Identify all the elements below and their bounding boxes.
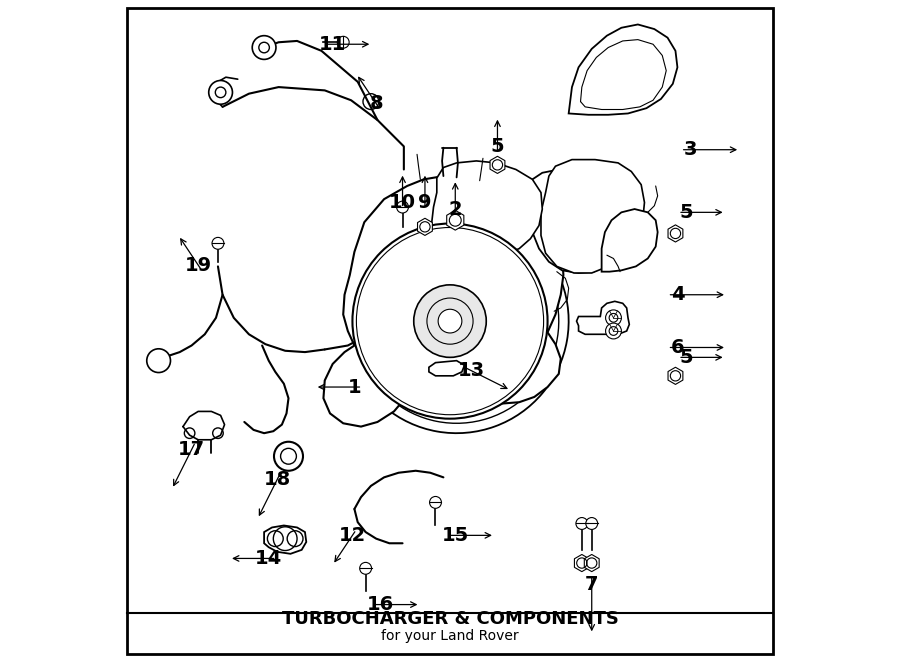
Polygon shape (584, 555, 599, 571)
Polygon shape (264, 526, 306, 554)
Circle shape (414, 285, 486, 357)
Text: 9: 9 (418, 193, 432, 212)
Text: 14: 14 (255, 549, 283, 568)
Text: 15: 15 (442, 526, 469, 545)
Text: 7: 7 (585, 575, 598, 594)
Text: TURBOCHARGER & COMPONENTS: TURBOCHARGER & COMPONENTS (282, 610, 618, 628)
Text: for your Land Rover: for your Land Rover (382, 629, 518, 643)
Polygon shape (668, 225, 683, 242)
Polygon shape (541, 160, 644, 273)
Text: 18: 18 (264, 470, 291, 489)
Circle shape (576, 518, 588, 530)
Circle shape (429, 496, 441, 508)
Circle shape (353, 224, 547, 418)
Circle shape (212, 238, 224, 250)
Text: 3: 3 (684, 140, 698, 160)
Circle shape (274, 442, 303, 471)
Text: 13: 13 (457, 361, 485, 380)
Polygon shape (601, 209, 658, 271)
Polygon shape (418, 218, 432, 236)
Text: 6: 6 (670, 338, 684, 357)
Polygon shape (490, 156, 505, 173)
Text: 1: 1 (347, 377, 361, 397)
Polygon shape (429, 361, 464, 376)
Text: 5: 5 (491, 137, 504, 156)
Polygon shape (431, 161, 543, 258)
Text: 12: 12 (338, 526, 366, 545)
Polygon shape (574, 555, 590, 571)
Circle shape (606, 323, 621, 339)
Text: 5: 5 (680, 348, 693, 367)
Text: 5: 5 (680, 203, 693, 222)
Circle shape (147, 349, 170, 373)
Polygon shape (577, 301, 629, 334)
Text: 8: 8 (369, 94, 383, 113)
Text: 2: 2 (448, 199, 462, 218)
Polygon shape (569, 24, 678, 115)
Polygon shape (668, 367, 683, 385)
Polygon shape (323, 176, 563, 426)
Circle shape (252, 36, 276, 60)
Circle shape (438, 309, 462, 333)
Circle shape (606, 310, 621, 326)
Text: 19: 19 (184, 256, 212, 275)
Circle shape (209, 81, 232, 104)
Circle shape (586, 518, 598, 530)
Circle shape (397, 201, 409, 213)
Circle shape (360, 563, 372, 574)
Text: 16: 16 (367, 595, 394, 614)
Text: 17: 17 (178, 440, 205, 459)
Polygon shape (529, 167, 640, 273)
Circle shape (338, 36, 349, 48)
Text: 10: 10 (389, 193, 416, 212)
Text: 11: 11 (319, 34, 346, 54)
Text: 4: 4 (670, 285, 684, 305)
Polygon shape (446, 211, 464, 230)
